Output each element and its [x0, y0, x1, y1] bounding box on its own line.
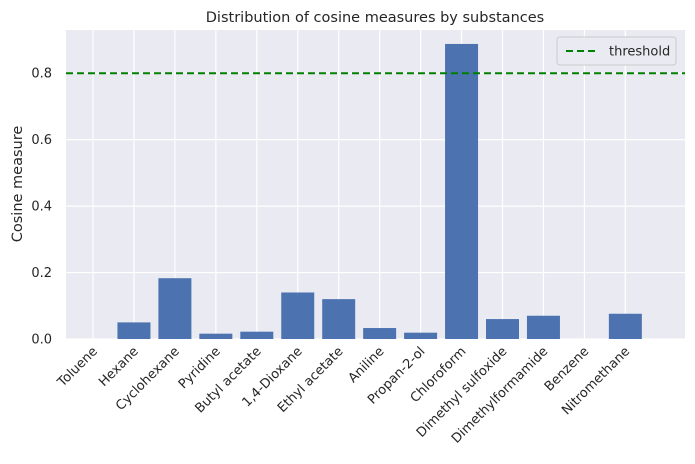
y-axis-ticks: 0.0 0.2 0.4 0.6 0.8 — [31, 67, 52, 348]
y-tick-label: 0.6 — [31, 133, 52, 148]
bar — [240, 331, 274, 339]
bar — [363, 328, 397, 339]
bar — [404, 332, 438, 339]
legend-box — [556, 36, 677, 66]
y-tick-label: 0.8 — [31, 67, 52, 82]
bar — [117, 322, 151, 339]
legend: threshold — [556, 36, 677, 66]
bar — [322, 299, 356, 339]
y-tick-label: 0.4 — [31, 200, 52, 215]
y-tick-label: 0.2 — [31, 266, 52, 281]
bar — [158, 278, 192, 339]
bar — [199, 333, 233, 339]
bar — [486, 319, 519, 339]
x-tick-label: Toluene — [54, 344, 101, 391]
legend-label: threshold — [609, 45, 670, 60]
bar — [526, 315, 560, 339]
bar — [445, 43, 479, 340]
y-axis-label: Cosine measure — [10, 126, 26, 243]
bar — [281, 292, 315, 339]
bar — [608, 313, 642, 339]
chart-title: Distribution of cosine measures by subst… — [206, 10, 544, 26]
y-tick-label: 0.0 — [31, 333, 52, 348]
bars — [117, 43, 642, 340]
